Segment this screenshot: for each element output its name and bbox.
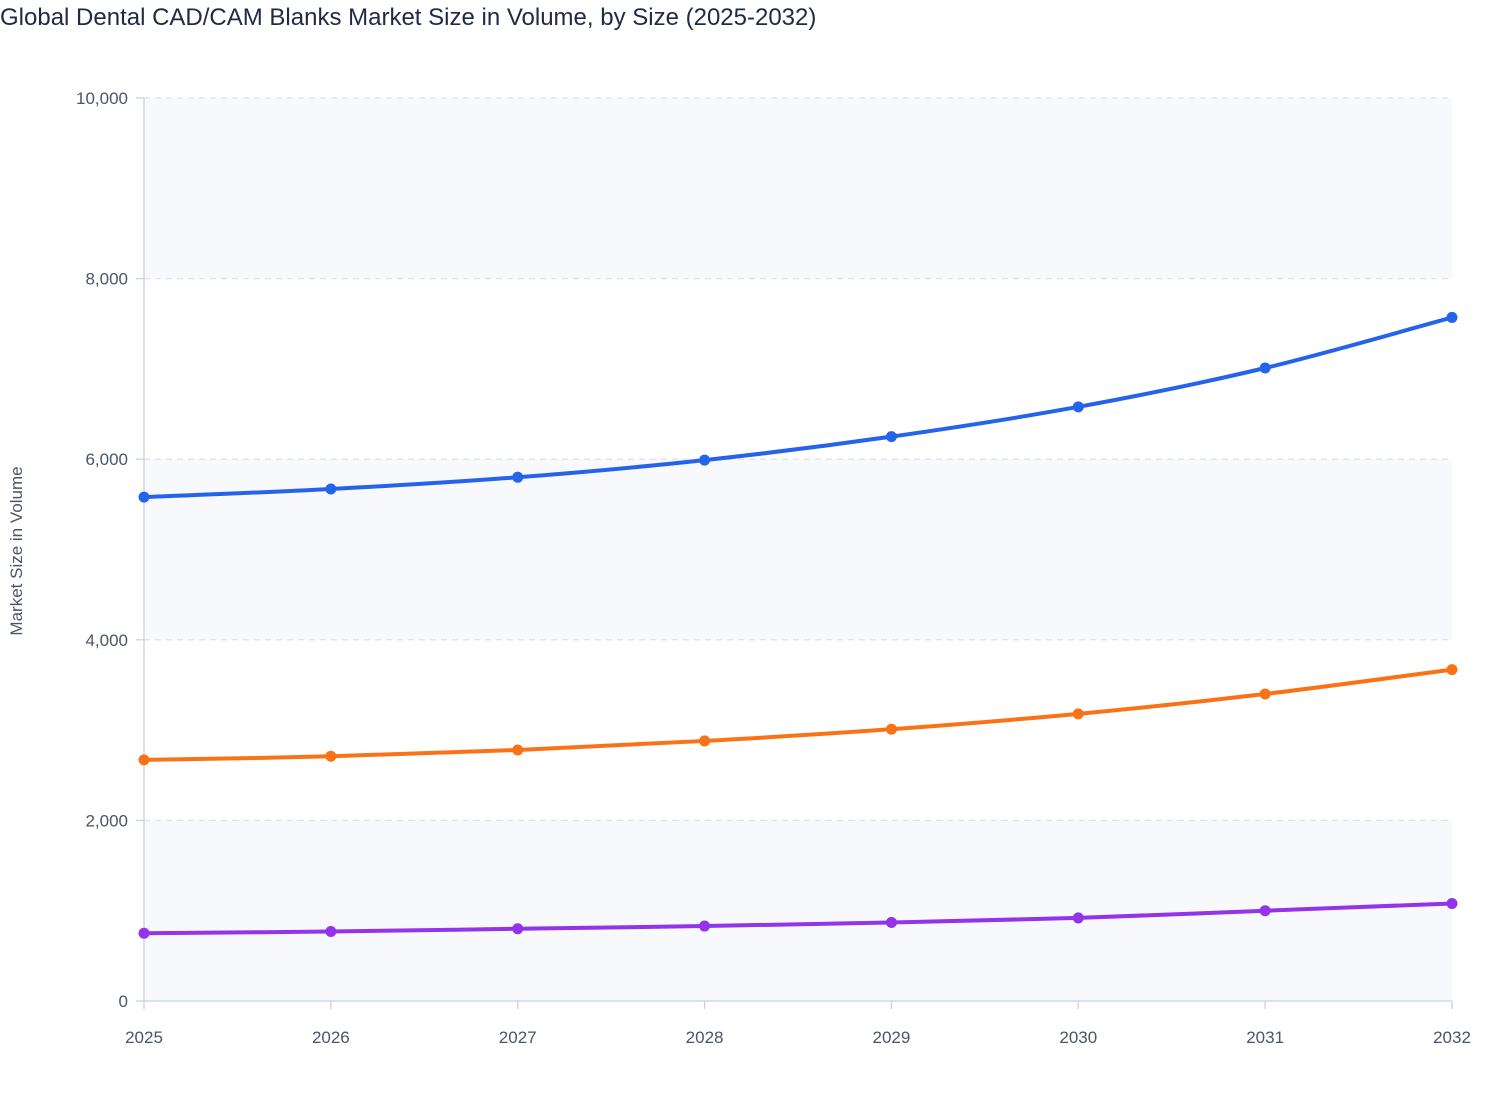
- series-2-point-2026: [325, 750, 337, 762]
- x-tick-label-1: 2026: [312, 1028, 350, 1047]
- series-1-line: [142, 315, 1454, 500]
- series-1-point-2027: [512, 471, 524, 483]
- series-2-point-2029: [885, 723, 897, 735]
- series-2-point-2027: [512, 744, 524, 756]
- y-tick-label-0: 0: [119, 992, 128, 1011]
- series-2-point-2025: [138, 754, 150, 766]
- x-tick-label-6: 2031: [1246, 1028, 1284, 1047]
- x-tick-label-2: 2027: [499, 1028, 537, 1047]
- chart-title: Global Dental CAD/CAM Blanks Market Size…: [0, 4, 817, 31]
- x-tick-label-0: 2025: [125, 1028, 163, 1047]
- series-3-line: [142, 901, 1454, 936]
- series-1-point-2025: [138, 491, 150, 503]
- series-3-point-2025: [138, 927, 150, 939]
- series-3-point-2026: [325, 925, 337, 937]
- x-tick-label-3: 2028: [686, 1028, 724, 1047]
- y-tick-label-3: 6,000: [85, 450, 128, 469]
- series-2-point-2028: [699, 735, 711, 747]
- series-3-point-2032: [1446, 897, 1458, 909]
- x-tick-label-5: 2030: [1059, 1028, 1097, 1047]
- y-tick-label-1: 2,000: [85, 811, 128, 830]
- series-2-point-2032: [1446, 664, 1458, 676]
- series-2-point-2031: [1259, 688, 1271, 700]
- series-2-point-2030: [1072, 708, 1084, 720]
- x-tick-label-7: 2032: [1433, 1028, 1471, 1047]
- y-tick-label-4: 8,000: [85, 270, 128, 289]
- series-1-point-2030: [1072, 401, 1084, 413]
- series-3-point-2030: [1072, 912, 1084, 924]
- x-tick-label-4: 2029: [873, 1028, 911, 1047]
- series-1-point-2028: [699, 454, 711, 466]
- y-tick-label-5: 10,000: [76, 89, 128, 108]
- series-3-point-2028: [699, 920, 711, 932]
- y-tick-label-2: 4,000: [85, 631, 128, 650]
- series-1-point-2031: [1259, 362, 1271, 374]
- plot-band-3: [144, 278, 1452, 460]
- series-1-point-2026: [325, 483, 337, 495]
- plot-band-4: [144, 98, 1452, 279]
- plot-band-2: [144, 459, 1452, 640]
- series-1-point-2029: [885, 431, 897, 443]
- series-3-point-2027: [512, 923, 524, 935]
- plot-band-1: [144, 639, 1452, 821]
- series-3-point-2029: [885, 916, 897, 928]
- series-2-line: [142, 667, 1454, 762]
- series-1-point-2032: [1446, 311, 1458, 323]
- series-3-point-2031: [1259, 905, 1271, 917]
